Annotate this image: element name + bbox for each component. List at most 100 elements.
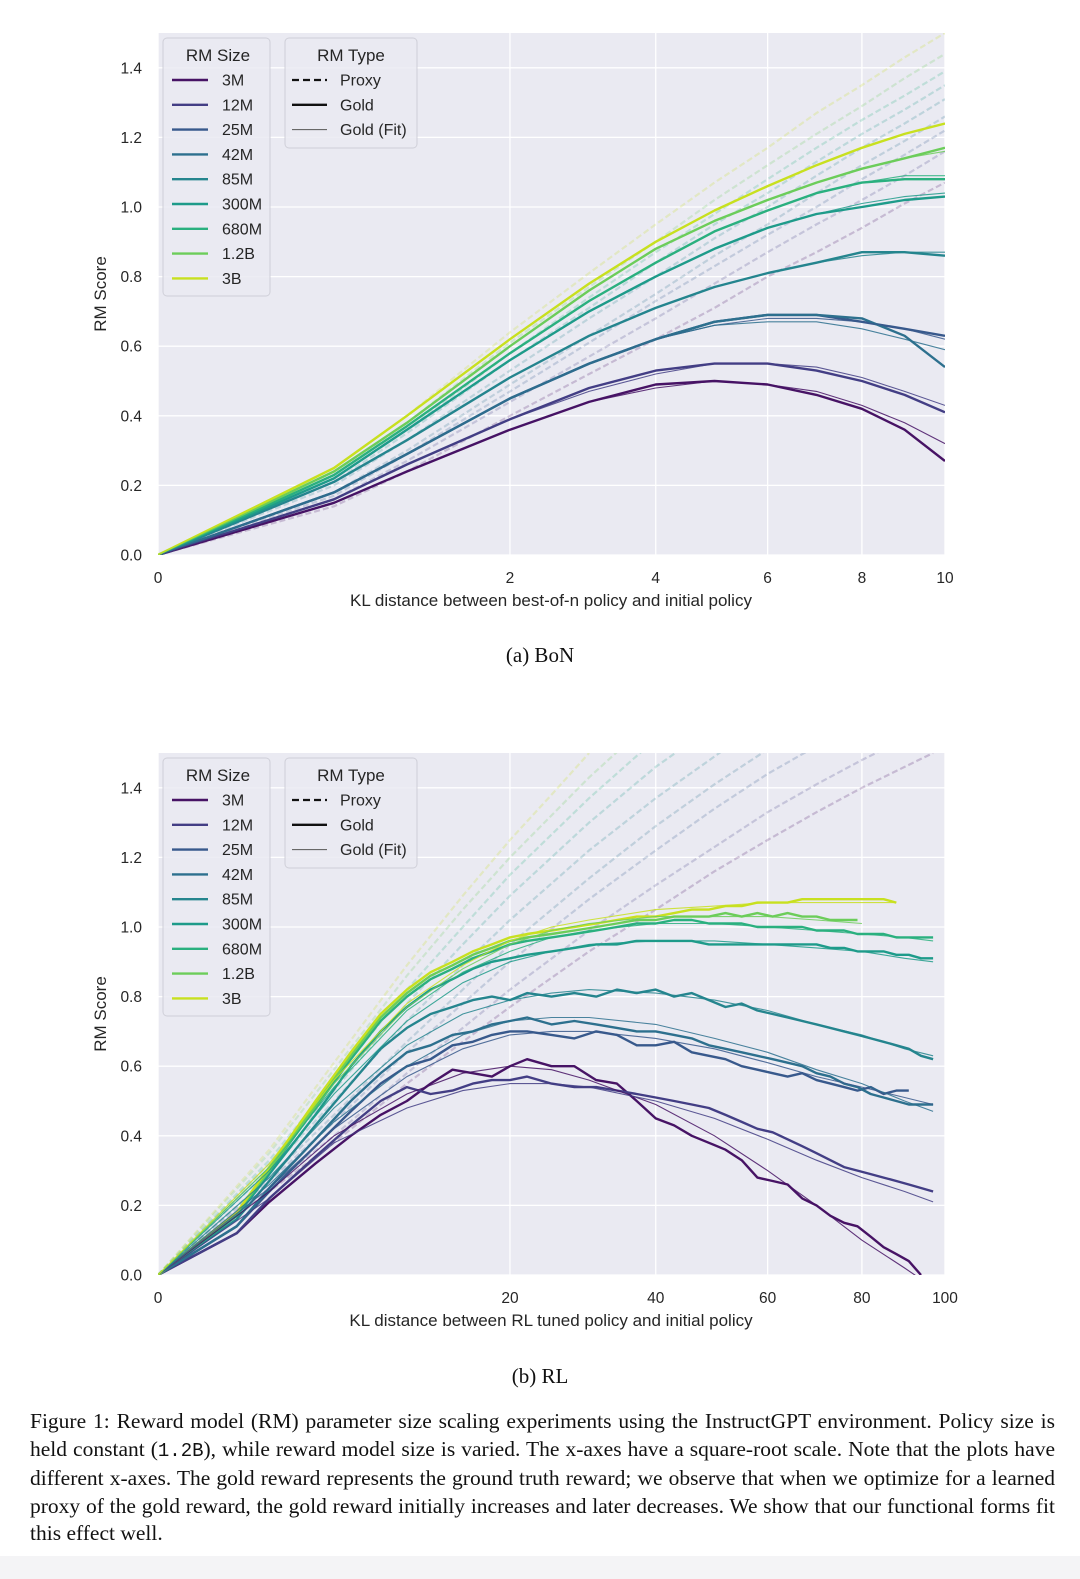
rl-y-tick-label: 1.2	[120, 850, 142, 867]
rl-gold-line-3M	[158, 1058, 922, 1275]
rl-gold-line-1.2B	[158, 911, 858, 1275]
bon-y-tick-label: 0.4	[120, 408, 142, 425]
rl-legend-rm-size-title: RM Size	[186, 766, 250, 785]
rl-lines	[158, 753, 934, 1275]
rl-x-tick-label: 60	[759, 1290, 777, 1307]
rl-fit-line-680M	[158, 922, 934, 1275]
rl-proxy-line-680M	[158, 753, 642, 1275]
bon-fit-line-3B	[158, 122, 945, 555]
rl-y-axis-label: RM Score	[91, 976, 110, 1052]
rl-y-tick-label: 0.8	[120, 989, 142, 1006]
bon-x-tick-label: 4	[651, 570, 660, 587]
bon-y-axis-label: RM Score	[91, 256, 110, 332]
rl-x-tick-label: 80	[853, 1290, 871, 1307]
rl-proxy-line-1.2B	[158, 753, 618, 1275]
bon-proxy-line-85M	[158, 98, 945, 555]
rl-fit-line-1.2B	[158, 916, 862, 1275]
bon-y-tick-label: 1.4	[120, 60, 142, 77]
bon-y-tick-label: 1.0	[120, 200, 142, 217]
rl-legend-label: 3B	[222, 991, 242, 1008]
rl-x-tick-label: 20	[501, 1290, 519, 1307]
bon-x-tick-label: 10	[936, 570, 954, 587]
bon-y-tick-label: 0.0	[120, 548, 142, 565]
rl-legend-label: 85M	[222, 892, 253, 909]
rl-gold-line-42M	[158, 1016, 934, 1275]
bon-lines	[158, 33, 945, 555]
rl-y-tick-label: 0.0	[120, 1268, 142, 1285]
bon-proxy-line-300M	[158, 84, 945, 555]
bon-legend-rm-type: RM Type Proxy Gold Gold (Fit)	[284, 37, 418, 149]
bon-legend-label: 12M	[222, 97, 253, 114]
bon-legend-label: 85M	[222, 172, 253, 189]
bon-legend-rm-size-title: RM Size	[186, 46, 250, 65]
bon-fit-line-300M	[158, 192, 945, 555]
rl-fit-line-12M	[158, 1083, 934, 1275]
bon-fit-line-680M	[158, 175, 945, 555]
bon-y-tick-label: 0.8	[120, 269, 142, 286]
rl-fit-line-85M	[158, 989, 934, 1275]
bon-proxy-line-12M	[158, 150, 945, 555]
bon-fit-line-1.2B	[158, 150, 945, 555]
bon-grid	[157, 33, 946, 556]
rl-y-tick-label: 0.6	[120, 1059, 142, 1076]
bon-plot-area	[158, 33, 945, 555]
caption-part-2: ), while reward model size is varied. Th…	[30, 1436, 1055, 1546]
bon-legend-label: 3B	[222, 271, 242, 288]
rl-x-tick-label: 40	[647, 1290, 665, 1307]
rl-y-tick-label: 0.4	[120, 1128, 142, 1145]
bon-legend-type-label: Proxy	[340, 73, 381, 90]
bon-legend-type-label: Gold (Fit)	[340, 122, 407, 139]
rl-legend-label: 1.2B	[222, 966, 255, 983]
bon-legend-type-label: Gold	[340, 97, 374, 114]
bon-y-tick-label: 0.2	[120, 478, 142, 495]
rl-legend-rm-type: RM Type Proxy Gold Gold (Fit)	[284, 757, 418, 869]
rl-legend-label: 42M	[222, 867, 253, 884]
rl-legend-rm-size-frame	[162, 757, 271, 1017]
rl-legend-type-label: Proxy	[340, 793, 381, 810]
caption-policy-size: 1.2B	[157, 1439, 204, 1462]
rl-legend-label: 680M	[222, 941, 262, 958]
rl-gold-line-85M	[158, 988, 934, 1275]
bon-y-tick-label: 1.2	[120, 130, 142, 147]
bon-legend-label: 680M	[222, 221, 262, 238]
bon-fit-line-12M	[158, 363, 945, 555]
bon-legend-label: 3M	[222, 73, 244, 90]
rl-legend-type-label: Gold (Fit)	[340, 842, 407, 859]
bon-legend-label: 42M	[222, 147, 253, 164]
bon-proxy-line-42M	[158, 115, 945, 555]
rl-gold-line-12M	[158, 1075, 934, 1275]
bon-legend-label: 300M	[222, 197, 262, 214]
bon-fit-line-42M	[158, 321, 945, 555]
rl-legend-label: 3M	[222, 793, 244, 810]
rl-fit-line-42M	[158, 1016, 934, 1275]
bon-x-axis-label: KL distance between best-of-n policy and…	[350, 591, 752, 610]
rl-gold-line-3B	[158, 898, 897, 1275]
figure-caption: Figure 1: Reward model (RM) parameter si…	[30, 1408, 1055, 1548]
rl-x-tick-label: 100	[932, 1290, 958, 1307]
rl-fit-line-300M	[158, 940, 934, 1275]
rl-legend-label: 300M	[222, 917, 262, 934]
rl-y-tick-label: 0.2	[120, 1198, 142, 1215]
rl-proxy-line-85M	[158, 753, 722, 1275]
bon-y-tick-label: 0.6	[120, 339, 142, 356]
bon-legend-rm-size: RM Size 3M 12M 25M 42M 85M 300M 680M 1.2B 3B	[162, 37, 271, 297]
bon-legend-rm-type-title: RM Type	[317, 46, 385, 65]
rl-chart: 0.0 0.2 0.4 0.6 0.8 1.0 1.2 1.4 0 20 40 60 80 100 KL d…	[91, 753, 958, 1330]
bon-fit-line-85M	[158, 251, 945, 555]
rl-x-axis-label: KL distance between RL tuned policy and …	[349, 1311, 753, 1330]
rl-subcaption: (b) RL	[511, 1364, 569, 1388]
bon-subcaption: (a) BoN	[505, 643, 575, 667]
rl-grid	[157, 753, 946, 1276]
bon-x-tick-label: 2	[506, 570, 515, 587]
rl-y-tick-label: 1.0	[120, 920, 142, 937]
rl-legend-label: 12M	[222, 817, 253, 834]
bon-legend-rm-size-frame	[162, 37, 271, 297]
bon-fit-line-3M	[158, 380, 945, 555]
bon-legend-label: 1.2B	[222, 246, 255, 263]
bon-legend-rm-type-frame	[284, 37, 418, 149]
rl-proxy-line-3B	[158, 753, 590, 1275]
bon-chart: 0.0 0.2 0.4 0.6 0.8 1.0 1.2 1.4 0 2 4 6 8 10 KL distan…	[91, 33, 954, 610]
bon-x-tick-label: 6	[763, 570, 772, 587]
rl-legend-label: 25M	[222, 842, 253, 859]
rl-y-tick-label: 1.4	[120, 780, 142, 797]
